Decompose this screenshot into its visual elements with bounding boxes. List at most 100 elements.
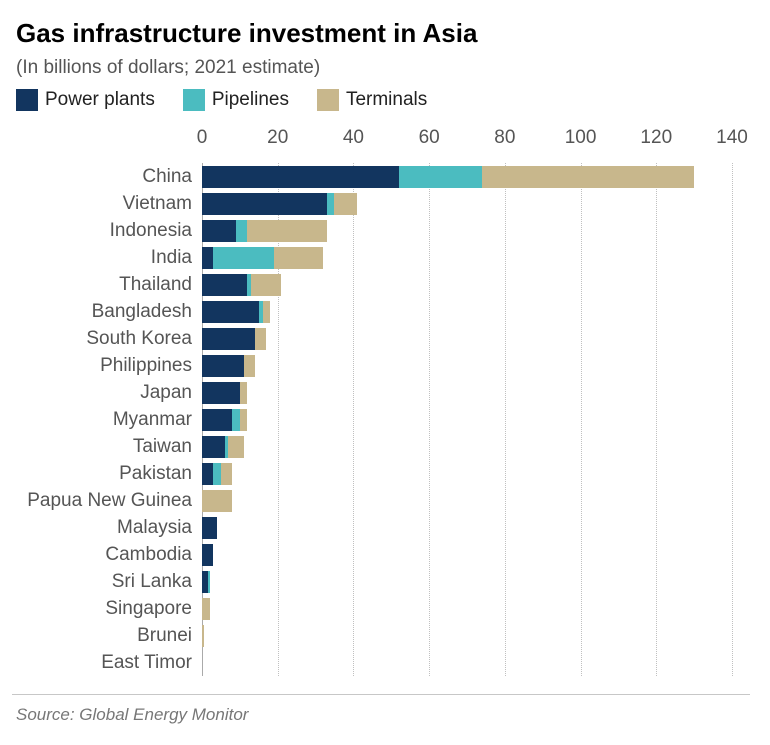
bar-row: South Korea [202, 325, 732, 352]
category-label: Indonesia [18, 220, 202, 242]
x-tick-label: 60 [419, 127, 440, 149]
bar-segment-pipelines [236, 220, 247, 242]
chart-subtitle: (In billions of dollars; 2021 estimate) [16, 57, 750, 79]
bar-row: Pakistan [202, 460, 732, 487]
category-label: Brunei [18, 625, 202, 647]
bar-row: Myanmar [202, 406, 732, 433]
stacked-bar [202, 328, 732, 350]
bar-row: Bangladesh [202, 298, 732, 325]
category-label: Sri Lanka [18, 571, 202, 593]
bar-segment-terminals [228, 436, 243, 458]
bar-row: India [202, 244, 732, 271]
bar-segment-terminals [334, 193, 357, 215]
stacked-bar [202, 544, 732, 566]
category-label: Philippines [18, 355, 202, 377]
stacked-bar [202, 274, 732, 296]
bar-row: Philippines [202, 352, 732, 379]
x-tick-label: 40 [343, 127, 364, 149]
source-text: Source: Global Energy Monitor [16, 705, 750, 725]
category-label: China [18, 166, 202, 188]
plot-area: 020406080100120140 ChinaVietnamIndonesia… [202, 125, 732, 676]
category-label: Cambodia [18, 544, 202, 566]
stacked-bar [202, 625, 732, 647]
bar-segment-power-plants [202, 247, 213, 269]
bar-row: Singapore [202, 595, 732, 622]
bar-segment-pipelines [232, 409, 240, 431]
legend-swatch-terminals [317, 89, 339, 111]
bar-segment-pipelines [213, 463, 221, 485]
chart-container: Gas infrastructure investment in Asia (I… [0, 0, 770, 739]
category-label: Papua New Guinea [18, 490, 202, 512]
category-label: South Korea [18, 328, 202, 350]
bar-row: Cambodia [202, 541, 732, 568]
bar-segment-pipelines [327, 193, 335, 215]
x-axis-labels: 020406080100120140 [202, 127, 732, 157]
bar-segment-terminals [202, 625, 204, 647]
x-tick-label: 0 [197, 127, 208, 149]
bar-row: Sri Lanka [202, 568, 732, 595]
bar-segment-terminals [240, 382, 248, 404]
x-tick-label: 100 [565, 127, 597, 149]
stacked-bar [202, 355, 732, 377]
stacked-bar [202, 166, 732, 188]
x-tick-label: 140 [716, 127, 748, 149]
chart-title: Gas infrastructure investment in Asia [16, 18, 750, 49]
bar-row: East Timor [202, 649, 732, 676]
bar-segment-power-plants [202, 409, 232, 431]
category-label: Malaysia [18, 517, 202, 539]
bar-row: Japan [202, 379, 732, 406]
stacked-bar [202, 436, 732, 458]
bar-segment-terminals [240, 409, 248, 431]
category-label: Japan [18, 382, 202, 404]
bar-segment-terminals [247, 220, 327, 242]
legend: Power plants Pipelines Terminals [16, 89, 750, 111]
bar-segment-power-plants [202, 355, 244, 377]
stacked-bar [202, 247, 732, 269]
bar-segment-power-plants [202, 436, 225, 458]
category-label: India [18, 247, 202, 269]
category-label: Singapore [18, 598, 202, 620]
legend-item-pipelines: Pipelines [183, 89, 289, 111]
gridline [732, 163, 733, 676]
bar-row: Indonesia [202, 217, 732, 244]
bar-segment-power-plants [202, 301, 259, 323]
stacked-bar [202, 193, 732, 215]
stacked-bar [202, 463, 732, 485]
bar-segment-terminals [202, 598, 210, 620]
bar-segment-power-plants [202, 544, 213, 566]
bar-row: Taiwan [202, 433, 732, 460]
stacked-bar [202, 598, 732, 620]
category-label: Thailand [18, 274, 202, 296]
bar-segment-terminals [255, 328, 266, 350]
stacked-bar [202, 652, 732, 674]
bar-row: Malaysia [202, 514, 732, 541]
stacked-bar [202, 490, 732, 512]
bar-segment-power-plants [202, 274, 247, 296]
legend-item-terminals: Terminals [317, 89, 427, 111]
category-label: Vietnam [18, 193, 202, 215]
stacked-bar [202, 382, 732, 404]
bar-segment-power-plants [202, 382, 240, 404]
bar-segment-power-plants [202, 463, 213, 485]
bar-segment-pipelines [399, 166, 482, 188]
legend-swatch-power-plants [16, 89, 38, 111]
bottom-rule [12, 694, 750, 695]
bar-row: Brunei [202, 622, 732, 649]
category-label: East Timor [18, 652, 202, 674]
legend-item-power-plants: Power plants [16, 89, 155, 111]
bar-rows: ChinaVietnamIndonesiaIndiaThailandBangla… [202, 163, 732, 676]
bar-segment-pipelines [208, 571, 210, 593]
legend-swatch-pipelines [183, 89, 205, 111]
stacked-bar [202, 301, 732, 323]
stacked-bar [202, 220, 732, 242]
category-label: Myanmar [18, 409, 202, 431]
x-tick-label: 20 [267, 127, 288, 149]
x-tick-label: 120 [640, 127, 672, 149]
bar-row: China [202, 163, 732, 190]
bar-row: Papua New Guinea [202, 487, 732, 514]
legend-label: Power plants [45, 89, 155, 111]
bar-segment-power-plants [202, 517, 217, 539]
bar-segment-terminals [202, 490, 232, 512]
bar-segment-terminals [221, 463, 232, 485]
bar-segment-power-plants [202, 193, 327, 215]
